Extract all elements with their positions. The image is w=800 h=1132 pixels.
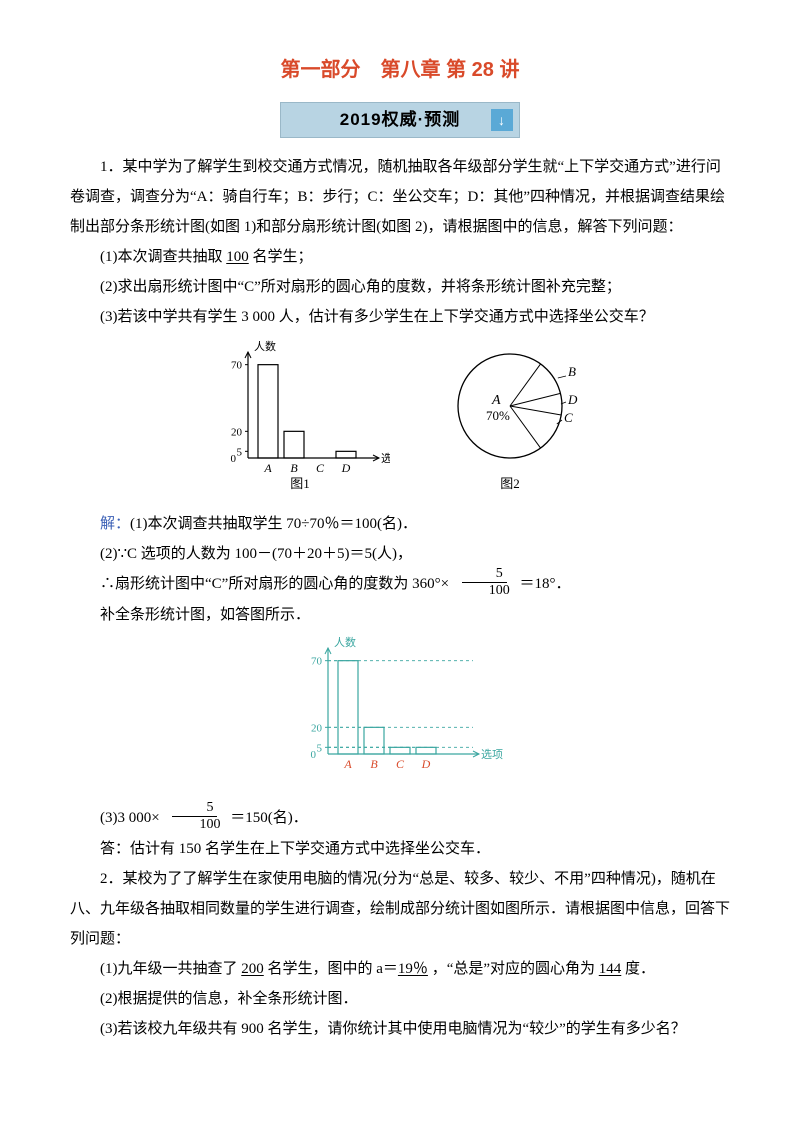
svg-text:70: 70 <box>311 656 323 668</box>
solution-6: 答：估计有 150 名学生在上下学交通方式中选择坐公交车． <box>70 834 730 864</box>
figure-row-1: 人数选项052070ABCD图1 A70%BDC图2 <box>70 340 730 501</box>
svg-text:选项: 选项 <box>381 452 390 465</box>
page-title: 第一部分 第八章 第 28 讲 <box>70 50 730 90</box>
svg-text:20: 20 <box>311 722 323 734</box>
svg-text:选项: 选项 <box>481 748 503 761</box>
problem-1-q2: (2)求出扇形统计图中“C”所对扇形的圆心角的度数，并将条形统计图补充完整； <box>70 272 730 302</box>
solution-4: 补全条形统计图，如答图所示． <box>70 600 730 630</box>
svg-text:A: A <box>263 461 272 475</box>
blank-144: 144 <box>599 961 622 977</box>
pie-chart: A70% BDC 图2 <box>440 340 590 501</box>
solution-2: (2)∵C 选项的人数为 100－(70＋20＋5)＝5(人)， <box>70 539 730 569</box>
problem-1-q1: (1)本次调查共抽取 100 名学生； <box>70 242 730 272</box>
fraction-5-100: 5100 <box>455 567 514 598</box>
arrow-down-icon: ↓ <box>491 109 513 131</box>
solution-3: ∴扇形统计图中“C”所对扇形的圆心角的度数为 360°× 5100 ＝18°． <box>70 569 730 600</box>
banner-text: 2019权威·预测 <box>340 110 460 129</box>
svg-text:70: 70 <box>231 360 243 372</box>
svg-text:20: 20 <box>231 426 243 438</box>
svg-text:5: 5 <box>237 446 243 458</box>
svg-text:图2: 图2 <box>500 476 520 490</box>
svg-text:B: B <box>370 757 378 771</box>
solution-1: 解：(1)本次调查共抽取学生 70÷70％＝100(名)． <box>70 509 730 539</box>
problem-2-stem: 2．某校为了了解学生在家使用电脑的情况(分为“总是、较多、较少、不用”四种情况)… <box>70 864 730 954</box>
problem-2-q1: (1)九年级一共抽查了 200 名学生，图中的 a＝19％ ，“总是”对应的圆心… <box>70 954 730 984</box>
svg-text:5: 5 <box>317 742 323 754</box>
blank-19pct: 19％ <box>398 961 428 977</box>
problem-1-stem: 1．某中学为了解学生到校交通方式情况，随机抽取各年级部分学生就“上下学交通方式”… <box>70 152 730 242</box>
svg-text:B: B <box>290 461 298 475</box>
svg-text:70%: 70% <box>486 408 510 423</box>
blank-100: 100 <box>226 249 249 265</box>
solution-5: (3)3 000× 5100 ＝150(名)． <box>70 803 730 834</box>
svg-text:C: C <box>396 757 405 771</box>
svg-text:人数: 人数 <box>254 340 276 353</box>
svg-text:图1: 图1 <box>290 476 310 490</box>
svg-text:C: C <box>564 410 573 425</box>
solution-label: 解： <box>100 516 130 532</box>
svg-text:D: D <box>421 757 431 771</box>
svg-text:D: D <box>567 392 578 407</box>
fraction-5-100-b: 5100 <box>165 801 224 832</box>
problem-2-q3: (3)若该校九年级共有 900 名学生，请你统计其中使用电脑情况为“较少”的学生… <box>70 1014 730 1044</box>
svg-text:人数: 人数 <box>334 636 356 649</box>
bar-chart-1: 人数选项052070ABCD图1 <box>210 340 390 501</box>
bar-chart-answer: 人数选项052070ABCD <box>70 636 730 797</box>
svg-text:C: C <box>316 461 325 475</box>
problem-1-q3: (3)若该中学共有学生 3 000 人，估计有多少学生在上下学交通方式中选择坐公… <box>70 302 730 332</box>
svg-text:A: A <box>343 757 352 771</box>
svg-text:B: B <box>568 364 576 379</box>
forecast-banner: 2019权威·预测 ↓ <box>280 102 520 138</box>
blank-200: 200 <box>241 961 264 977</box>
svg-text:A: A <box>491 393 501 408</box>
problem-2-q2: (2)根据提供的信息，补全条形统计图． <box>70 984 730 1014</box>
svg-text:D: D <box>341 461 351 475</box>
